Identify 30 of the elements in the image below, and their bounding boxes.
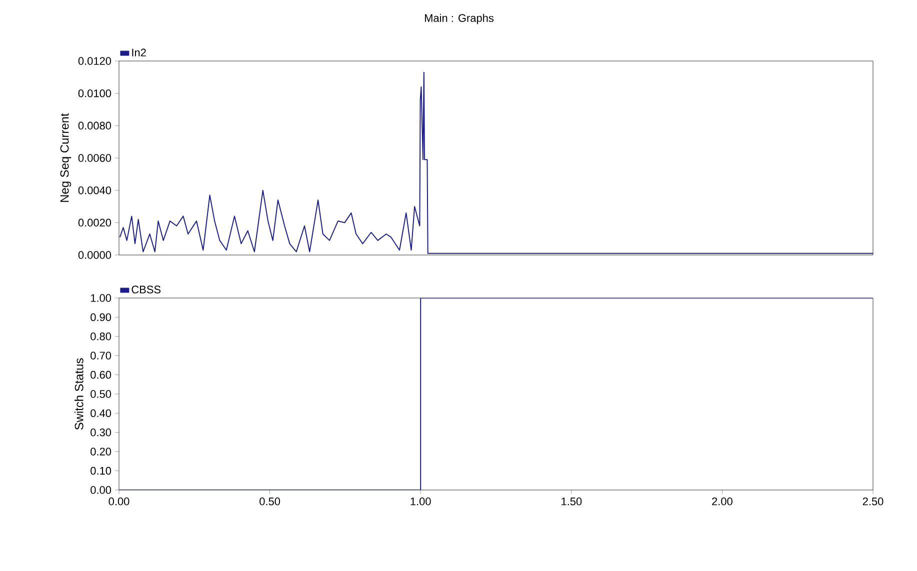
x-tick-label: 0.50: [260, 498, 280, 506]
y-tick-label: 0.50: [90, 390, 112, 398]
x-tick-label: 2.50: [862, 498, 884, 506]
y-tick-label: 0.40: [90, 409, 112, 418]
y-tick-label: 0.0120: [78, 57, 112, 65]
chart-title: Main : Graphs: [424, 14, 494, 24]
y-tick-label: 0.0060: [78, 154, 112, 162]
y-tick-label: 0.0100: [78, 89, 112, 98]
y-tick-label: 0.0020: [78, 218, 112, 227]
y-axis-title: Switch Status: [74, 358, 84, 430]
y-tick-label: 0.0080: [78, 122, 112, 130]
x-tick-label: 2.00: [712, 498, 732, 506]
line-series: [119, 72, 874, 254]
y-tick-label: 0.20: [90, 448, 112, 456]
x-tick-label: 1.50: [562, 498, 582, 506]
x-tick-label: 1.00: [410, 498, 431, 506]
y-tick-label: 0.80: [90, 332, 112, 340]
y-tick-label: 0.0000: [78, 251, 112, 259]
y-axis-title: Neg Seq Current: [60, 113, 72, 202]
y-tick-label: 0.30: [90, 428, 112, 436]
y-tick-label: 0.60: [90, 370, 112, 379]
legend-label: In2: [132, 48, 146, 56]
x-tick-label: 0.00: [108, 498, 130, 506]
y-tick-label: 1.00: [90, 294, 112, 302]
y-tick-label: 0.90: [90, 313, 112, 322]
y-tick-label: 0.10: [90, 466, 112, 475]
legend-label: CBSS: [132, 286, 161, 294]
y-tick-label: 0.70: [90, 352, 112, 360]
y-tick-label: 0.00: [90, 486, 112, 494]
y-tick-label: 0.0040: [78, 186, 112, 194]
